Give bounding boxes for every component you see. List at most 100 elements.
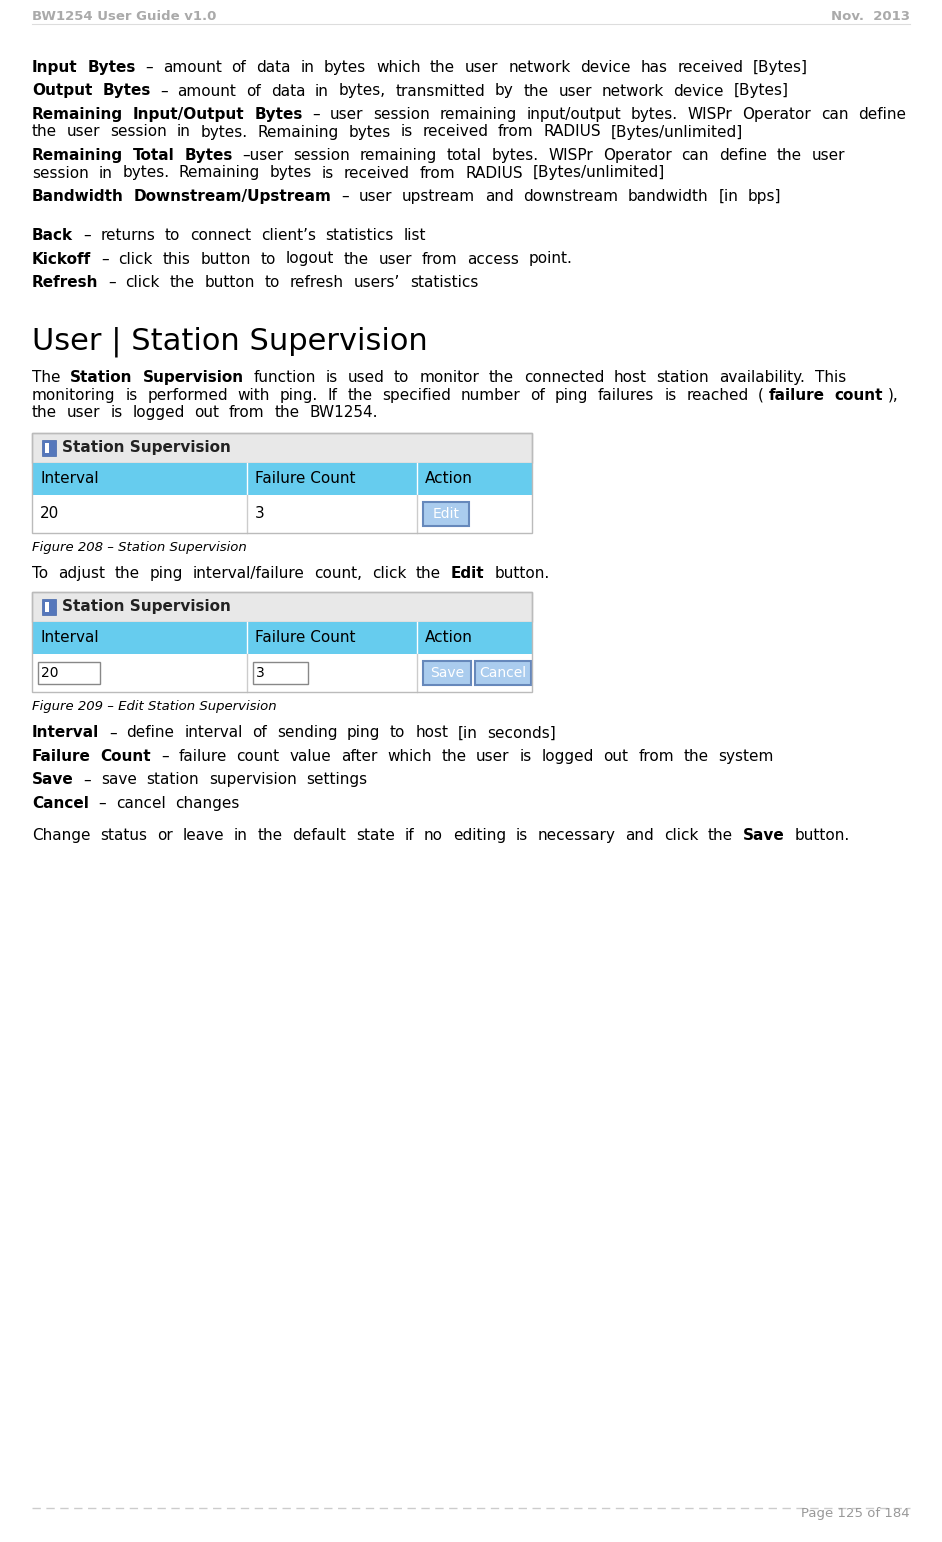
Text: –: – [160, 83, 168, 99]
Text: connect: connect [190, 228, 252, 244]
Text: performed: performed [147, 389, 228, 402]
Bar [32, 495, 532, 534]
Text: to: to [390, 725, 405, 740]
Text: If: If [328, 389, 337, 402]
Text: (: ( [758, 389, 764, 402]
Bar [423, 662, 471, 685]
Text: the: the [430, 60, 455, 76]
Text: Save: Save [430, 666, 464, 680]
Text: data: data [256, 60, 290, 76]
Text: –: – [313, 106, 320, 122]
Text: specified: specified [382, 389, 451, 402]
Text: monitoring: monitoring [32, 389, 116, 402]
Text: function: function [253, 370, 316, 386]
Text: button: button [200, 251, 251, 267]
Text: button: button [204, 274, 255, 290]
Text: point.: point. [528, 251, 573, 267]
Text: received: received [677, 60, 743, 76]
Text: the: the [274, 406, 300, 421]
Text: or: or [157, 828, 172, 843]
Text: returns: returns [100, 228, 155, 244]
Bar [32, 592, 532, 621]
Text: by: by [495, 83, 513, 99]
Text: in: in [300, 60, 314, 76]
Text: Save: Save [742, 828, 785, 843]
Text: Bytes: Bytes [254, 106, 302, 122]
Text: default: default [292, 828, 347, 843]
Text: interval/failure: interval/failure [192, 566, 304, 581]
Text: the: the [684, 749, 708, 763]
Text: session: session [32, 165, 89, 180]
Text: station: station [147, 773, 199, 788]
Text: Remaining: Remaining [257, 125, 338, 139]
Text: amount: amount [163, 60, 221, 76]
Text: Station Supervision: Station Supervision [62, 441, 231, 455]
Text: failure: failure [769, 389, 825, 402]
Text: click: click [119, 251, 153, 267]
Text: upstream: upstream [402, 190, 475, 204]
Text: Save: Save [32, 773, 73, 788]
Text: 20: 20 [41, 666, 58, 680]
Text: –: – [109, 725, 117, 740]
Text: is: is [519, 749, 531, 763]
Text: [in: [in [719, 190, 739, 204]
Text: from: from [422, 251, 457, 267]
Text: cancel: cancel [116, 796, 166, 811]
Text: settings: settings [306, 773, 367, 788]
Text: user: user [379, 251, 412, 267]
Text: statistics: statistics [410, 274, 479, 290]
Text: ping: ping [347, 725, 381, 740]
Text: user: user [465, 60, 498, 76]
Text: system: system [719, 749, 774, 763]
Text: Remaining: Remaining [32, 106, 123, 122]
Text: –: – [99, 796, 106, 811]
Text: network: network [509, 60, 571, 76]
Text: Action: Action [425, 472, 473, 486]
Text: user: user [559, 83, 592, 99]
Text: [Bytes/unlimited]: [Bytes/unlimited] [610, 125, 743, 139]
Text: editing: editing [453, 828, 506, 843]
Text: the: the [776, 148, 802, 163]
Text: Interval: Interval [32, 725, 99, 740]
Text: of: of [232, 60, 246, 76]
Text: Downstream/Upstream: Downstream/Upstream [134, 190, 332, 204]
Text: Bytes: Bytes [102, 83, 151, 99]
Text: Total: Total [133, 148, 174, 163]
Text: 3: 3 [255, 506, 265, 521]
Bar [423, 501, 469, 526]
Text: RADIUS: RADIUS [465, 165, 523, 180]
Text: [Bytes]: [Bytes] [734, 83, 788, 99]
Text: if: if [405, 828, 414, 843]
Text: monitor: monitor [419, 370, 479, 386]
Text: users’: users’ [353, 274, 400, 290]
Text: out: out [604, 749, 628, 763]
Text: failures: failures [598, 389, 655, 402]
Text: from: from [639, 749, 674, 763]
Text: Figure 209 – Edit Station Supervision: Figure 209 – Edit Station Supervision [32, 700, 277, 712]
Text: bytes: bytes [324, 60, 366, 76]
Text: access: access [467, 251, 519, 267]
Text: number: number [461, 389, 521, 402]
Bar [253, 662, 308, 683]
Text: define: define [126, 725, 174, 740]
Text: out: out [194, 406, 219, 421]
Text: Bytes: Bytes [185, 148, 233, 163]
Text: the: the [32, 406, 57, 421]
Text: received: received [422, 125, 488, 139]
Text: Bandwidth: Bandwidth [32, 190, 124, 204]
Text: define: define [858, 106, 906, 122]
Text: –user: –user [242, 148, 284, 163]
Text: this: this [163, 251, 190, 267]
Text: Cancel: Cancel [32, 796, 89, 811]
Text: Cancel: Cancel [479, 666, 527, 680]
Text: used: used [348, 370, 384, 386]
Bar [32, 592, 532, 692]
Text: count,: count, [315, 566, 363, 581]
Text: changes: changes [175, 796, 240, 811]
Text: button.: button. [794, 828, 850, 843]
Text: value: value [289, 749, 332, 763]
Text: WISPr: WISPr [548, 148, 593, 163]
Text: WISPr: WISPr [688, 106, 733, 122]
Text: is: is [400, 125, 413, 139]
Bar [475, 662, 531, 685]
